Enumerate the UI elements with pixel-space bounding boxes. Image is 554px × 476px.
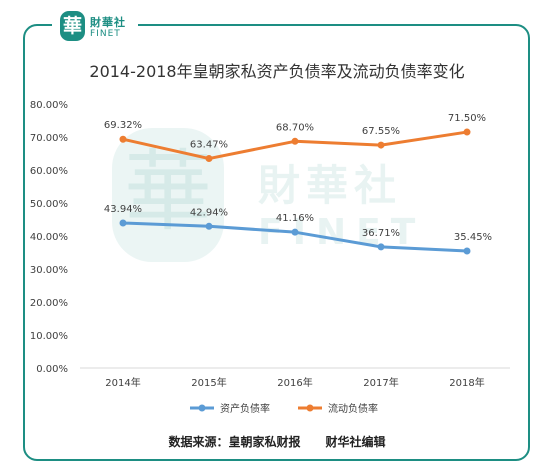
x-tick-label: 2017年	[363, 376, 398, 389]
x-tick-label: 2016年	[277, 376, 312, 389]
data-label: 69.32%	[104, 120, 142, 131]
data-point	[119, 135, 127, 143]
legend-label: 资产负债率	[220, 402, 270, 415]
data-point	[377, 141, 385, 149]
data-point	[377, 243, 385, 251]
finet-logo: 華 財華社 FINET	[52, 8, 138, 44]
data-point	[205, 155, 213, 163]
y-tick-label: 0.00%	[36, 364, 68, 375]
data-label: 68.70%	[276, 122, 314, 133]
source-note: 数据来源：皇朝家私财报 财华社编辑	[168, 435, 386, 449]
logo-en-text: FINET	[90, 29, 121, 39]
data-point	[463, 247, 471, 255]
data-label: 67.55%	[362, 126, 400, 137]
chart-legend: 资产负债率 流动负债率	[190, 402, 378, 415]
y-tick-label: 50.00%	[30, 199, 68, 210]
data-label: 42.94%	[190, 207, 228, 218]
data-label: 43.94%	[104, 204, 142, 215]
data-label: 41.16%	[276, 213, 314, 224]
data-label: 36.71%	[362, 228, 400, 239]
data-point	[291, 137, 299, 145]
y-tick-label: 30.00%	[30, 265, 68, 276]
data-point	[119, 219, 127, 227]
y-tick-label: 80.00%	[30, 100, 68, 111]
logo-cn-text: 財華社	[90, 16, 126, 29]
legend-label: 流动负债率	[328, 402, 378, 415]
chart-series: 43.94% 42.94% 41.16% 36.71% 35.45% 69.32% 63.4…	[104, 113, 492, 255]
watermark-cn-text: 財華社	[258, 161, 402, 210]
chart-title: 2014-2018年皇朝家私资产负债率及流动负债率变化	[89, 62, 465, 81]
legend-swatch-marker	[198, 404, 206, 412]
y-tick-label: 20.00%	[30, 298, 68, 309]
data-label: 63.47%	[190, 140, 228, 151]
y-tick-label: 40.00%	[30, 232, 68, 243]
chart-frame	[23, 24, 530, 461]
y-tick-label: 70.00%	[30, 133, 68, 144]
data-point	[205, 222, 213, 230]
data-point	[463, 128, 471, 136]
logo-seal-icon: 華	[60, 11, 85, 41]
x-tick-label: 2014年	[105, 376, 140, 389]
y-tick-label: 60.00%	[30, 166, 68, 177]
watermark-seal-icon	[112, 128, 224, 262]
x-tick-label: 2015年	[191, 376, 226, 389]
chart-axes: 0.00% 10.00% 20.00% 30.00% 40.00% 50.00% 60.00…	[30, 100, 510, 389]
data-point	[291, 228, 299, 236]
data-label: 71.50%	[448, 113, 486, 124]
x-tick-label: 2018年	[449, 376, 484, 389]
legend-swatch-marker	[306, 404, 314, 412]
y-tick-label: 10.00%	[30, 331, 68, 342]
data-label: 35.45%	[454, 232, 492, 243]
